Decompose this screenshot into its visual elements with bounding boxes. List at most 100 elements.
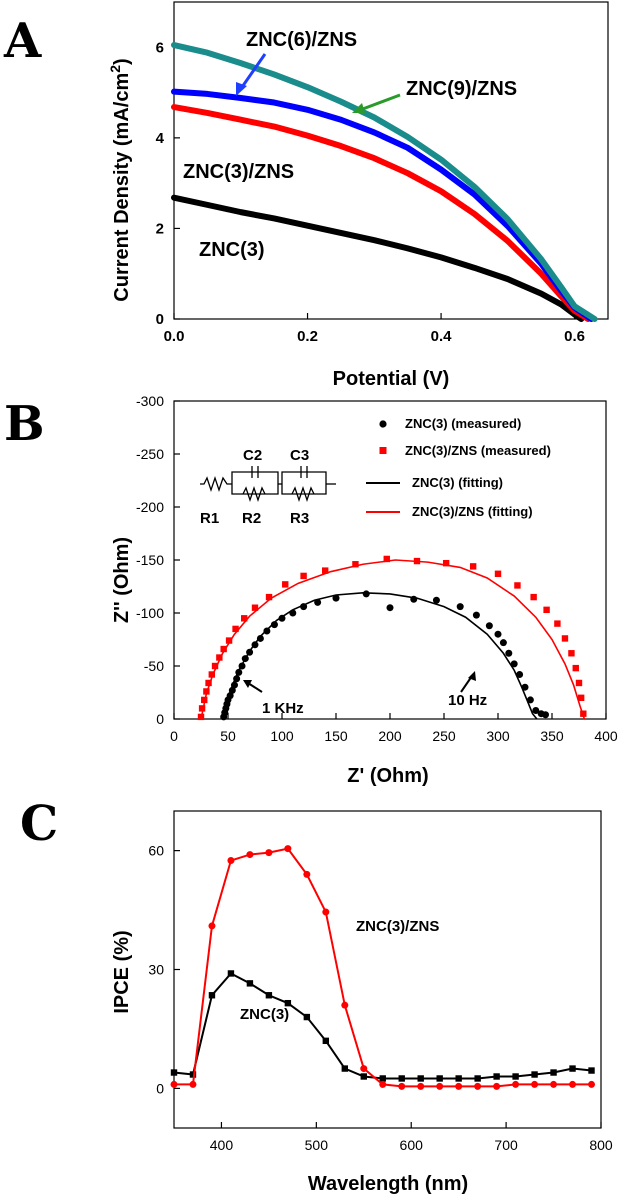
label-c-znc3: ZNC(3) [240,1006,289,1023]
panel-c-point-znc-3-zns [455,1082,463,1090]
panel-b-ticks: 0 50 100 150 200 250 300 350 400 0 -50 -100 -150 -200… [136,393,618,744]
panel-c-point-znc-3 [512,1073,519,1080]
panel-c-point-znc-3 [531,1071,538,1078]
panel-b-xtick-label: 300 [486,728,510,744]
panel-b-point-znc-3-measured [499,639,507,647]
panel-b-point-znc-3-zns-measured [572,664,579,672]
panel-b-point-znc-3-zns-measured [198,705,206,712]
panel-b-series [197,555,587,721]
label-znc6-zns: ZNC(6)/ZNS [246,29,357,51]
panel-c-point-znc-3-zns [474,1082,482,1090]
panel-c-point-znc-3-zns [493,1082,501,1090]
panel-b-point-znc-3-measured [432,596,440,604]
panel-a-chart: 0.0 0.2 0.4 0.6 0 2 4 6 Potential (V) Current D… [107,1,609,390]
panel-a-series-znc-3-zns [171,104,591,322]
panel-b-point-znc-3-zns-measured [282,581,289,588]
panel-a-frame [173,1,609,320]
panel-letter-b: B [4,396,45,452]
panel-a-ylabel-close: ) [111,58,133,65]
panel-c-point-znc-3 [398,1075,405,1082]
panel-c-point-znc-3-zns [550,1080,558,1088]
panel-b-ytick-label: 0 [156,711,164,727]
panel-c-series [170,845,596,1090]
panel-b-xtick-label: 150 [324,728,348,744]
panel-c-point-znc-3-zns [379,1080,387,1088]
legend-marker-znc3-zns-measured [379,447,387,454]
panel-b-point-znc-3-zns-measured [220,645,227,653]
panel-c-point-znc-3 [550,1069,557,1076]
panel-b-point-znc-3-measured [532,707,540,715]
panel-c-line-znc-3 [173,972,592,1080]
panel-c-point-znc-3-zns [436,1082,444,1090]
rc3-top-branch [281,471,327,484]
panel-c-point-znc-3 [455,1075,462,1082]
panel-b-point-znc-3-zns-measured [383,555,390,563]
panel-b-point-znc-3-zns-measured [575,679,583,687]
panel-b-ytick-label: -300 [136,393,164,409]
panel-c-point-znc-3 [360,1073,367,1080]
panel-c-ticks: 400 500 600 700 800 0 30 60 [148,843,612,1153]
label-znc9-zns: ZNC(9)/ZNS [406,78,517,100]
panel-a-ytick-label: 0 [156,311,164,328]
panel-c-point-znc-3 [569,1065,576,1072]
circuit-label-r3: R3 [290,510,309,527]
panel-b-point-znc-3-measured [542,711,550,719]
legend-marker-znc3-measured [379,420,387,428]
panel-b-ylabel: Z'' (Ohm) [111,537,133,623]
panel-b-point-znc-3-zns-measured [205,679,212,687]
panel-b-legend: ZNC(3) (measured) ZNC(3)/ZNS (measured) … [366,416,551,519]
panel-b-point-znc-3-zns-measured [543,606,550,614]
panel-c-point-znc-3-zns [398,1082,406,1090]
legend-label-znc3-zns-fitting: ZNC(3)/ZNS (fitting) [412,504,533,519]
resistor-r3-symbol [291,485,315,503]
panel-c-point-znc-3 [189,1071,197,1078]
panel-b-point-znc-3-zns-measured [352,561,359,568]
legend-label-znc3-measured: ZNC(3) (measured) [405,416,521,431]
panel-b-point-znc-3-zns-measured [232,625,239,633]
panel-c-point-znc-3 [379,1075,386,1082]
circuit-label-c2: C2 [243,447,262,464]
panel-a-ticks: 0.0 0.2 0.4 0.6 0 2 4 6 [156,39,585,345]
panel-c-point-znc-3 [265,992,273,999]
panel-b-point-znc-3-measured [485,622,493,630]
panel-c-point-znc-3-zns [512,1080,520,1088]
panel-a-ytick-label: 4 [156,130,165,147]
panel-c-point-znc-3-zns [246,851,254,859]
panel-a-ytick-label: 6 [156,39,164,56]
panel-b-xtick-label: 200 [378,728,402,744]
arrow-znc6 [236,53,267,96]
panel-c-point-znc-3-zns [170,1080,178,1088]
panel-b-point-znc-3-measured [362,590,370,598]
panel-a-series-znc-9-zns [171,42,598,322]
panel-c-xlabel: Wavelength (nm) [308,1173,468,1195]
label-c-znc3-zns: ZNC(3)/ZNS [356,918,439,935]
panel-c-xtick-label: 400 [210,1137,234,1153]
arrow-1khz [243,680,263,693]
panel-b-ytick-label: -200 [136,499,164,515]
panel-a-ylabel-main: Current Density (mA/cm [111,73,133,302]
panel-b-point-znc-3-measured [510,660,518,668]
panel-b-ytick-label: -100 [136,605,164,621]
panel-b-point-znc-3-zns-measured [225,637,233,644]
panel-c-point-znc-3 [341,1065,348,1072]
panel-b-point-znc-3-zns-measured [577,694,585,701]
panel-b-point-znc-3-zns-measured [442,559,450,567]
panel-b-xtick-label: 400 [594,728,618,744]
panel-b-ytick-label: -250 [136,446,164,462]
panel-b-point-znc-3-zns-measured [216,654,223,661]
panel-c-point-znc-3-zns [531,1080,539,1088]
panel-a-xtick-label: 0.6 [564,328,585,345]
panel-letter-c: C [20,796,58,852]
panel-c-ytick-label: 60 [148,843,164,859]
panel-c-point-znc-3-zns [322,908,330,916]
panel-b-point-znc-3-measured [256,634,264,642]
panel-b-point-znc-3-measured [386,604,394,612]
panel-b-fit-znc-3-fitting [221,592,538,720]
panel-b-point-znc-3-zns-measured [208,671,215,678]
panel-b-point-znc-3-measured [332,594,340,602]
panel-a-xtick-label: 0.0 [164,328,185,345]
panel-a-series-znc-3 [171,194,585,322]
panel-b-point-znc-3-zns-measured [554,620,561,627]
panel-letter-a: A [3,13,42,69]
